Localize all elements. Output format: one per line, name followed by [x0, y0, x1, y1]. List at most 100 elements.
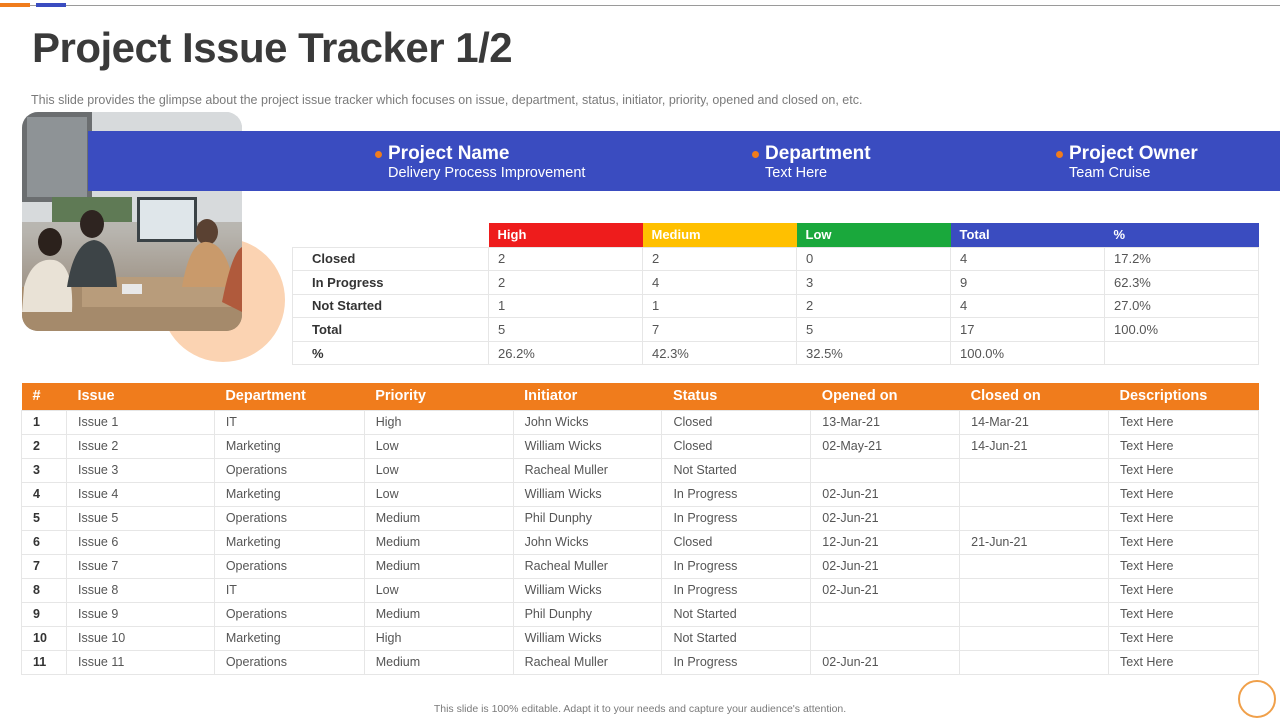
issues-cell: Low [363, 577, 514, 603]
issues-header-cell: Opened on [810, 383, 960, 410]
issues-cell: Text Here [1108, 625, 1259, 651]
issues-cell: Medium [363, 649, 514, 675]
issues-cell: Medium [363, 505, 514, 531]
issues-header-cell: Closed on [959, 383, 1109, 410]
table-row: 11 Issue 11 Operations Medium Racheal Muller… [21, 649, 1259, 675]
banner-value: Team Cruise [1069, 165, 1151, 181]
issues-cell: Low [363, 433, 514, 459]
bullet-dot-icon [1056, 150, 1063, 158]
table-row: 5 Issue 5 Operations Medium Phil Dunphy In Pr… [21, 505, 1259, 531]
issues-header-row: # Issue Department Priority Initiator Status O… [21, 383, 1259, 410]
issues-cell [959, 601, 1110, 627]
summary-cell: 100.0% [1104, 317, 1259, 342]
issues-cell: Text Here [1108, 433, 1259, 459]
banner-label: Department [765, 143, 871, 164]
bullet-dot-icon [752, 150, 759, 158]
issues-cell: Not Started [661, 457, 812, 483]
summary-header-cell: % [1104, 223, 1259, 247]
summary-cell: 17 [950, 317, 1105, 342]
issues-header-cell: Status [661, 383, 811, 410]
issues-cell [959, 457, 1110, 483]
summary-row-label: Total [292, 317, 489, 342]
summary-cell: 100.0% [950, 340, 1105, 366]
issues-cell: 1 [21, 409, 67, 435]
summary-header-cell: High [488, 223, 643, 247]
issues-cell: In Progress [661, 577, 812, 603]
summary-cell: 3 [796, 270, 951, 295]
top-accent-orange [0, 3, 30, 7]
issues-cell: 12-Jun-21 [810, 529, 961, 555]
issues-header-cell: Issue [66, 383, 215, 410]
issues-cell: Operations [213, 553, 365, 579]
issues-cell: 14-Mar-21 [959, 409, 1110, 435]
banner-department: Department Text Here [752, 143, 871, 181]
summary-cell: 1 [488, 293, 643, 319]
issues-cell: IT [213, 577, 365, 603]
issues-cell: In Progress [661, 553, 812, 579]
issues-cell: 7 [21, 553, 67, 579]
table-row: 9 Issue 9 Operations Medium Phil Dunphy Not S… [21, 601, 1259, 627]
issues-cell: Medium [363, 553, 514, 579]
issues-cell: Phil Dunphy [512, 505, 663, 531]
summary-row: In Progress 2 4 3 9 62.3% [292, 270, 1259, 295]
table-row: 10 Issue 10 Marketing High William Wicks Not … [21, 625, 1259, 651]
top-accent-blue [36, 3, 66, 7]
issues-cell: Medium [363, 529, 514, 555]
summary-row: Closed 2 2 0 4 17.2% [292, 246, 1259, 272]
issues-cell: John Wicks [512, 529, 663, 555]
issues-cell: Operations [213, 649, 365, 675]
banner-project-name: Project Name Delivery Process Improvemen… [375, 143, 585, 181]
banner-label: Project Owner [1069, 143, 1198, 164]
issues-header-cell: Department [214, 383, 365, 410]
issues-table: # Issue Department Priority Initiator Status O… [21, 383, 1259, 675]
summary-cell: 9 [950, 270, 1105, 295]
issues-cell [810, 625, 961, 651]
table-row: 1 Issue 1 IT High John Wicks Closed 13-Mar-21 1… [21, 409, 1259, 435]
summary-row-label: % [292, 340, 489, 366]
issues-cell: William Wicks [512, 625, 663, 651]
issues-cell: Not Started [661, 625, 812, 651]
issues-cell: Issue 1 [65, 409, 215, 435]
summary-cell: 5 [488, 317, 643, 342]
issues-cell: High [363, 625, 514, 651]
banner-project-owner: Project Owner Team Cruise [1056, 143, 1198, 181]
issues-cell: 9 [21, 601, 67, 627]
issues-cell: 02-Jun-21 [810, 553, 961, 579]
issues-cell: In Progress [661, 481, 812, 507]
issues-cell: Issue 8 [65, 577, 215, 603]
issues-cell: Operations [213, 505, 365, 531]
issues-cell: 02-Jun-21 [810, 505, 961, 531]
issues-cell: High [363, 409, 514, 435]
table-row: 2 Issue 2 Marketing Low William Wicks Closed 0… [21, 433, 1259, 459]
issues-cell: Racheal Muller [512, 457, 663, 483]
issues-header-cell: Priority [364, 383, 514, 410]
issues-cell: Text Here [1108, 481, 1259, 507]
issues-cell: William Wicks [512, 577, 663, 603]
issues-cell: Operations [213, 601, 365, 627]
table-row: 4 Issue 4 Marketing Low William Wicks In Prog… [21, 481, 1259, 507]
issues-cell: Issue 10 [65, 625, 215, 651]
summary-cell: 32.5% [796, 340, 951, 366]
top-divider-line [0, 5, 1280, 6]
issues-cell: Marketing [213, 625, 365, 651]
summary-cell: 7 [642, 317, 797, 342]
issues-cell: Marketing [213, 481, 365, 507]
issues-cell: 4 [21, 481, 67, 507]
issues-cell: In Progress [661, 505, 812, 531]
summary-row: % 26.2% 42.3% 32.5% 100.0% [292, 340, 1259, 366]
summary-row-label: In Progress [292, 270, 489, 295]
issues-cell: Issue 3 [65, 457, 215, 483]
summary-header-cell: Total [950, 223, 1105, 247]
banner-label: Project Name [388, 143, 510, 164]
issues-cell: Closed [661, 409, 812, 435]
issues-cell: William Wicks [512, 481, 663, 507]
summary-cell: 2 [796, 293, 951, 319]
issues-cell: Text Here [1108, 601, 1259, 627]
decorative-corner-circle [1238, 680, 1276, 718]
summary-cell: 4 [950, 293, 1105, 319]
priority-summary-table: High Medium Low Total % Closed 2 2 0 4 17.2% I… [292, 223, 1259, 366]
issues-cell: IT [213, 409, 365, 435]
issues-cell: Racheal Muller [512, 553, 663, 579]
summary-cell: 2 [642, 246, 797, 272]
issues-cell: Racheal Muller [512, 649, 663, 675]
